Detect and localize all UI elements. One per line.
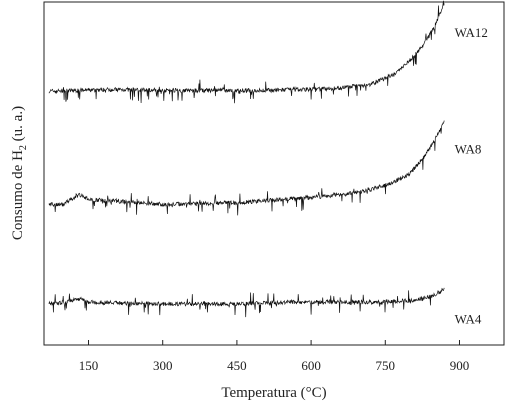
x-tick-label-150: 150: [79, 358, 99, 373]
plot-frame: [43, 1, 505, 346]
series-line-wa8: [48, 120, 445, 216]
y-axis-label: Consumo de H2 (u. a.): [10, 106, 29, 240]
series-labels: WA12 WA8 WA4: [455, 25, 488, 326]
x-tick-label-300: 300: [153, 358, 173, 373]
series-label-wa12: WA12: [455, 25, 488, 40]
y-axis-label-suffix: (u. a.): [10, 106, 26, 145]
series-line-wa4: [48, 287, 445, 318]
series-label-wa4: WA4: [455, 311, 482, 326]
series-traces: [48, 0, 445, 318]
y-axis-label-main: Consumo de H: [10, 150, 26, 240]
x-axis-ticks: 150 300 450 600 750 900: [79, 340, 469, 373]
x-axis-label: Temperatura (°C): [221, 385, 326, 401]
y-axis-label-subscript: 2: [18, 145, 29, 150]
x-tick-label-900: 900: [450, 358, 470, 373]
x-tick-label-600: 600: [301, 358, 321, 373]
series-line-wa12: [48, 0, 445, 104]
x-tick-label-750: 750: [376, 358, 396, 373]
series-label-wa8: WA8: [455, 142, 482, 157]
x-tick-label-450: 450: [227, 358, 247, 373]
